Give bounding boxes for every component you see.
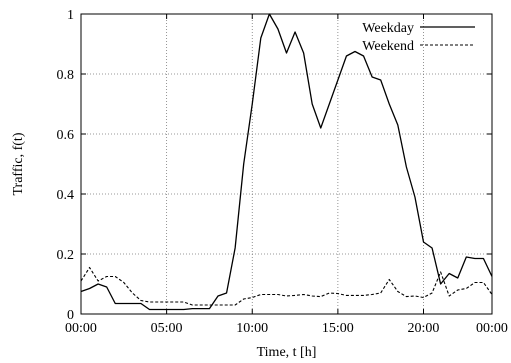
series-line-weekend	[80, 266, 493, 306]
y-tick-label: 0.6	[57, 128, 75, 143]
x-axis-label: Time, t [h]	[257, 345, 317, 360]
legend-label-weekend: Weekend	[362, 39, 414, 54]
x-tick-label: 00:00	[65, 321, 97, 336]
y-tick-label: 1	[67, 8, 74, 23]
x-tick-label: 15:00	[322, 321, 354, 336]
x-tick-label: 20:00	[408, 321, 440, 336]
plot-frame	[80, 13, 493, 315]
y-axis-label: Traffic, f(t)	[11, 132, 26, 195]
y-tick-label: 0.8	[57, 68, 75, 83]
x-tick-label: 10:00	[236, 321, 268, 336]
x-tick-label: 00:00	[476, 321, 508, 336]
grid	[81, 14, 492, 314]
y-tick-label: 0.4	[57, 188, 75, 203]
x-tick-label: 05:00	[151, 321, 183, 336]
series-line-weekday	[80, 13, 493, 311]
y-tick-label: 0.2	[57, 248, 75, 263]
legend-label-weekday: Weekday	[362, 21, 414, 36]
legend: Weekday Weekend	[362, 21, 475, 54]
axes-ticks: 0 0.2 0.4 0.6 0.8 1 00:00 05:00 10:00 15:00 20:00 0…	[57, 8, 508, 336]
y-tick-label: 0	[67, 308, 74, 323]
series-layer	[80, 13, 493, 311]
